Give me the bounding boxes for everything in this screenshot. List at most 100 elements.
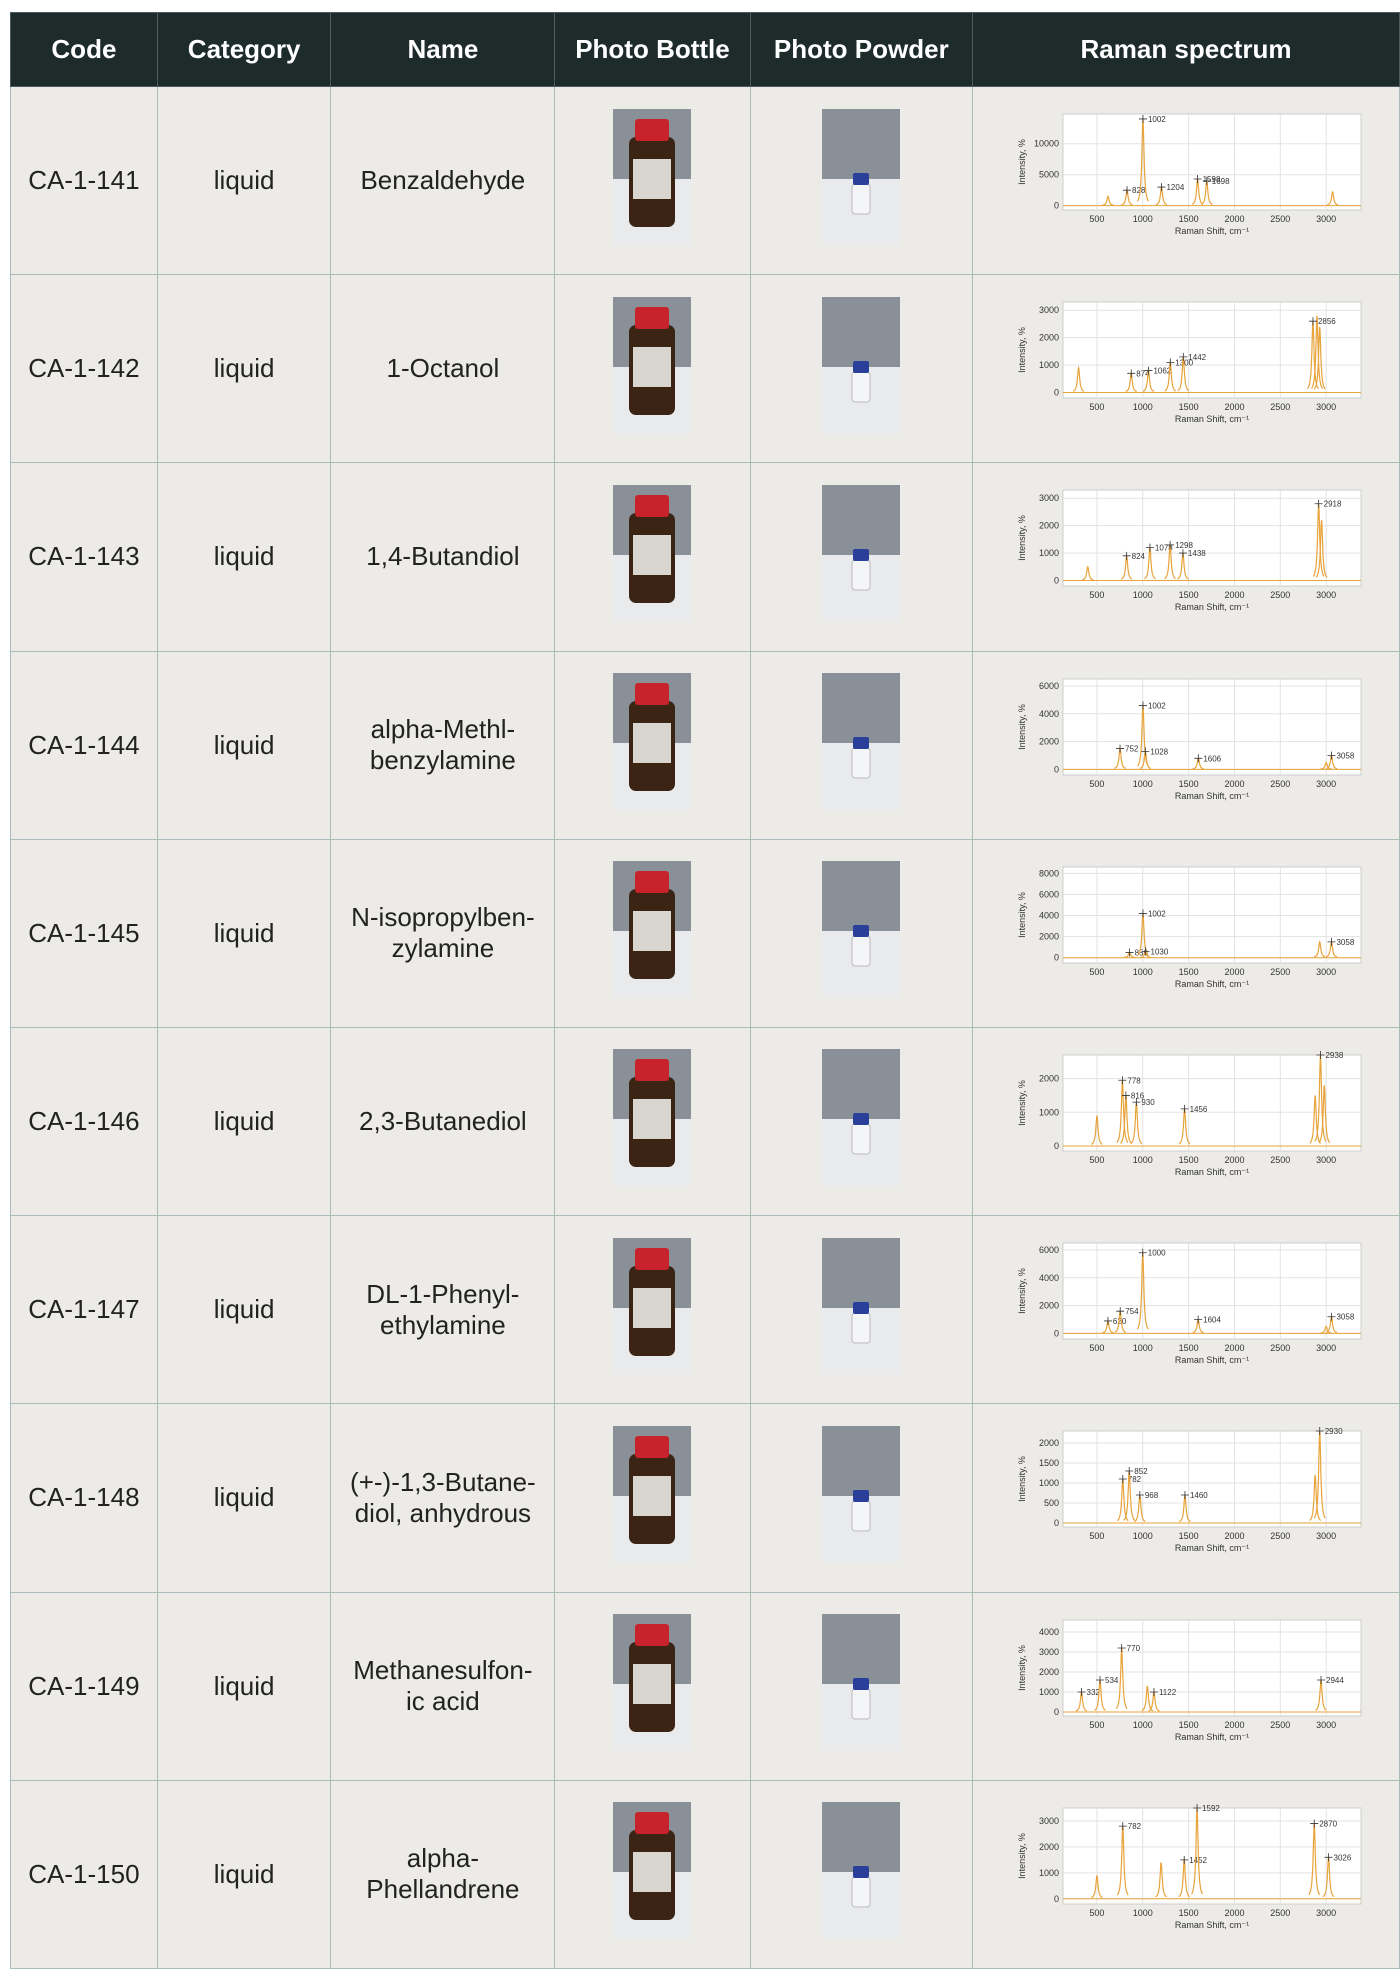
y-tick-label: 0 <box>1054 201 1059 211</box>
peak-label: 778 <box>1127 1076 1141 1085</box>
photo-powder-cell <box>749 85 973 276</box>
y-tick-label: 1500 <box>1039 1458 1059 1468</box>
x-tick-label: 2500 <box>1270 779 1290 789</box>
peak-marker <box>1166 358 1175 367</box>
vial <box>851 1500 871 1532</box>
peak-label: 930 <box>1141 1098 1155 1107</box>
peak-marker <box>1194 1315 1203 1324</box>
category-cell: liquid <box>156 650 332 840</box>
cap <box>635 1624 670 1646</box>
photo-bg <box>822 1237 901 1308</box>
peak-marker <box>1180 1855 1189 1864</box>
y-tick-label: 2000 <box>1039 521 1059 531</box>
code-cell: CA-1-147 <box>10 1215 158 1405</box>
plot-area <box>1062 113 1362 211</box>
raman-spectrum: 500 1000 1500 2000 2500 3000 0 500 1000 1500 2000 R… <box>1017 1427 1362 1553</box>
photo-bottle-cell <box>554 1026 751 1217</box>
y-axis-label: Intensity, % <box>1017 1645 1027 1691</box>
peak-marker <box>1127 369 1136 378</box>
peak-label: 1298 <box>1175 541 1193 550</box>
peak-marker <box>1138 909 1147 918</box>
photo-bg <box>822 1802 901 1873</box>
code-cell: CA-1-150 <box>10 1779 158 1969</box>
band <box>1155 1862 1167 1898</box>
column-header: Category <box>156 12 332 87</box>
name-cell: DL-1-Phenyl- ethylamine <box>330 1215 556 1405</box>
peak-label: 2856 <box>1318 317 1336 326</box>
vial <box>851 935 871 967</box>
raman-spectrum: 500 1000 1500 2000 2500 3000 0 1000 2000 Raman Sh… <box>1017 1050 1362 1177</box>
photo <box>822 673 901 811</box>
code-cell: CA-1-149 <box>10 1591 158 1781</box>
code-cell: CA-1-142 <box>10 274 158 464</box>
x-tick-label: 1500 <box>1179 1531 1199 1541</box>
x-tick-label: 2500 <box>1270 1343 1290 1353</box>
band <box>1326 190 1339 206</box>
y-tick-label: 2000 <box>1039 736 1059 746</box>
peak-marker <box>1096 1675 1105 1684</box>
x-tick-label: 2000 <box>1224 1531 1244 1541</box>
photo-powder-cell <box>749 1403 973 1593</box>
table-row: CA-1-144 liquid alpha-Methl- benzylamine 50… <box>10 650 1400 840</box>
x-tick-label: 500 <box>1089 1531 1104 1541</box>
cap <box>635 1435 670 1458</box>
photo-powder-cell <box>749 1779 973 1969</box>
x-tick-label: 1500 <box>1179 779 1199 789</box>
y-axis-label: Intensity, % <box>1017 1268 1027 1314</box>
band <box>1091 1115 1103 1145</box>
peak-marker <box>1180 1104 1189 1113</box>
x-tick-label: 2500 <box>1270 1531 1290 1541</box>
peak-marker <box>1180 1491 1189 1500</box>
spectrum-cell: 500 1000 1500 2000 2500 3000 0 1000 2000 Raman Sh… <box>971 1026 1400 1217</box>
column-header: Photo Bottle <box>554 12 751 87</box>
peak-label: 3026 <box>1334 1853 1352 1862</box>
peak-marker <box>1315 1427 1324 1436</box>
photo-powder-cell <box>749 274 973 464</box>
photo-powder-cell <box>749 462 973 652</box>
x-tick-label: 500 <box>1089 214 1104 224</box>
y-tick-label: 0 <box>1054 1893 1059 1903</box>
cap <box>853 172 870 185</box>
vial <box>851 747 871 779</box>
peak-marker <box>1166 541 1175 550</box>
peak-label: 2944 <box>1326 1676 1344 1685</box>
peak-marker <box>1125 1467 1134 1476</box>
y-tick-label: 3000 <box>1039 494 1059 504</box>
y-tick-label: 3000 <box>1039 305 1059 315</box>
photo <box>613 1802 692 1940</box>
name-cell: (+-)-1,3-Butane- diol, anhydrous <box>330 1403 556 1593</box>
x-tick-label: 1500 <box>1179 590 1199 600</box>
x-tick-label: 1000 <box>1133 779 1153 789</box>
x-tick-label: 2000 <box>1224 214 1244 224</box>
y-tick-label: 0 <box>1054 388 1059 398</box>
peak-label: 1604 <box>1203 1316 1221 1325</box>
label <box>633 1664 672 1704</box>
cap <box>853 1489 870 1502</box>
band <box>1318 1085 1331 1144</box>
x-tick-label: 2000 <box>1224 1908 1244 1918</box>
x-tick-label: 1000 <box>1133 1720 1153 1730</box>
x-tick-label: 1000 <box>1133 967 1153 977</box>
peak-label: 1000 <box>1148 1249 1166 1258</box>
vial <box>851 1123 871 1155</box>
peak-marker <box>1193 175 1202 184</box>
x-tick-label: 2500 <box>1270 1908 1290 1918</box>
band <box>1309 1095 1322 1144</box>
peak-label: 2870 <box>1319 1819 1337 1828</box>
cap <box>635 871 670 894</box>
x-tick-label: 500 <box>1089 1908 1104 1918</box>
peak-marker <box>1121 1091 1130 1100</box>
y-tick-label: 6000 <box>1039 681 1059 691</box>
plot-area <box>1062 678 1362 776</box>
photo <box>822 1237 901 1375</box>
photo-bottle-cell <box>554 650 751 840</box>
cap <box>635 1812 670 1835</box>
peak-marker <box>1149 1687 1158 1696</box>
category-cell: liquid <box>156 1026 332 1217</box>
peak-marker <box>1178 549 1187 558</box>
name-cell: 1,4-Butandiol <box>330 462 556 652</box>
raman-spectrum: 500 1000 1500 2000 2500 3000 0 1000 2000 3000 Rama… <box>1017 489 1362 612</box>
x-tick-label: 1000 <box>1133 590 1153 600</box>
photo <box>822 108 901 246</box>
photo <box>613 1049 692 1187</box>
